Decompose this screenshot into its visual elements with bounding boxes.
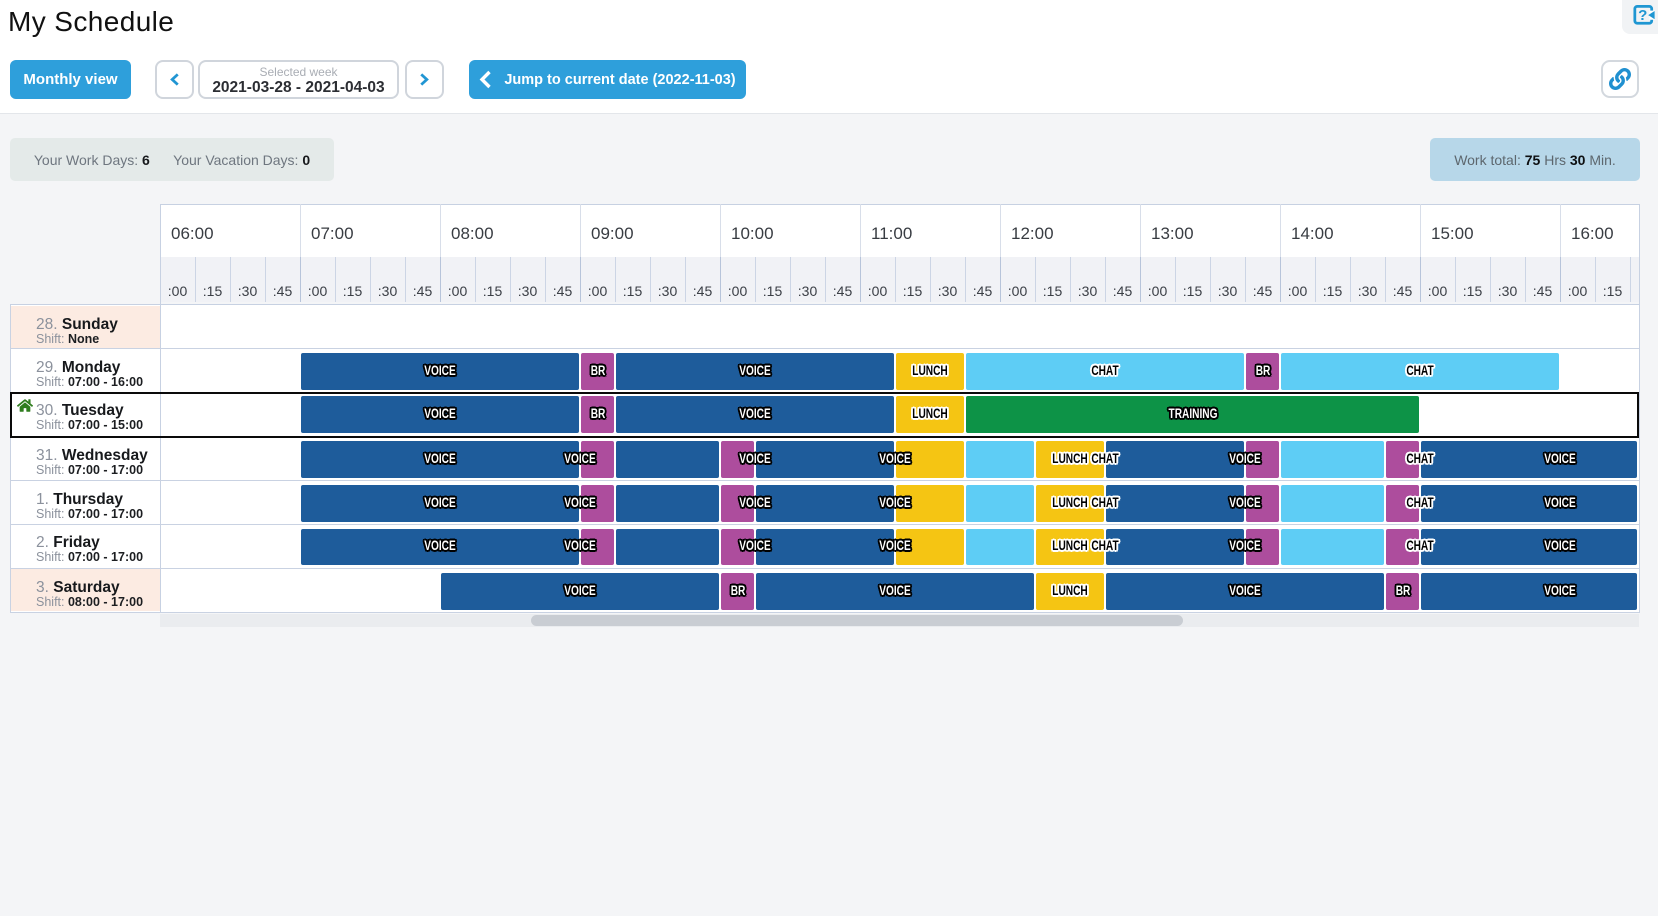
svg-text:?: ? (1638, 7, 1647, 24)
